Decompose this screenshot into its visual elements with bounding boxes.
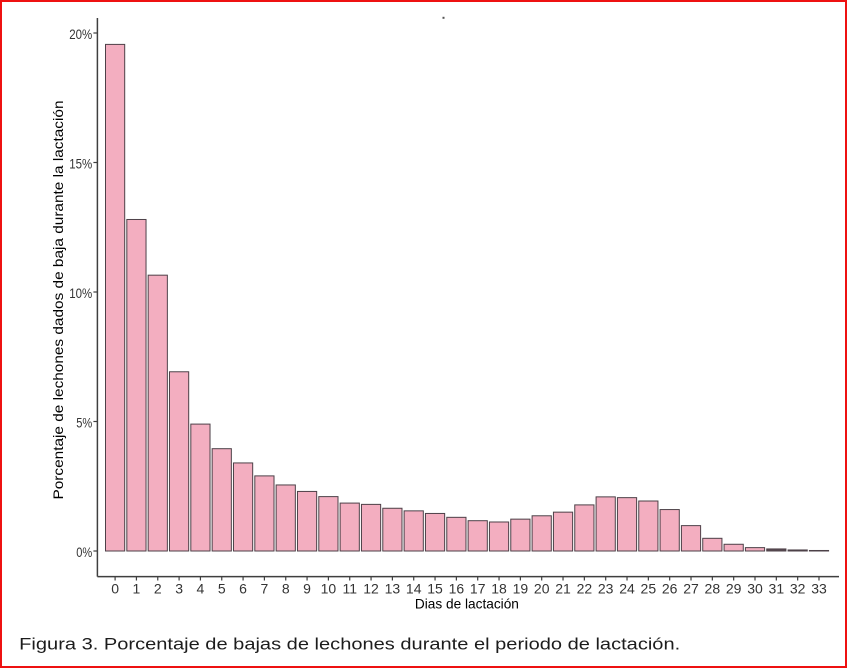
svg-text:27: 27 (683, 581, 699, 597)
svg-text:3: 3 (175, 581, 183, 597)
svg-text:15: 15 (427, 581, 443, 597)
svg-text:21: 21 (555, 581, 571, 597)
svg-text:23: 23 (598, 581, 614, 597)
svg-text:14: 14 (406, 581, 422, 597)
svg-text:8: 8 (282, 581, 290, 597)
svg-text:5: 5 (218, 581, 226, 597)
svg-text:19: 19 (513, 581, 529, 597)
svg-text:29: 29 (726, 581, 742, 597)
svg-text:18: 18 (491, 581, 507, 597)
svg-text:16: 16 (449, 581, 465, 597)
svg-text:26: 26 (662, 581, 678, 597)
svg-text:12: 12 (363, 581, 379, 597)
svg-text:6: 6 (239, 581, 247, 597)
svg-text:Figura 3. Porcentaje de bajas: Figura 3. Porcentaje de bajas de lechone… (19, 634, 680, 653)
svg-text:Dias de lactación: Dias de lactación (415, 596, 519, 612)
svg-text:31: 31 (769, 581, 785, 597)
svg-text:20: 20 (534, 581, 550, 597)
svg-text:7: 7 (261, 581, 269, 597)
svg-text:15%: 15% (69, 156, 92, 172)
svg-text:24: 24 (619, 581, 635, 597)
svg-text:5%: 5% (76, 415, 92, 431)
svg-text:20%: 20% (69, 26, 92, 42)
svg-text:1: 1 (133, 581, 141, 597)
svg-text:0%: 0% (76, 544, 92, 560)
svg-text:13: 13 (385, 581, 401, 597)
svg-text:10: 10 (321, 581, 337, 597)
svg-text:11: 11 (342, 581, 357, 597)
svg-text:22: 22 (577, 581, 593, 597)
svg-text:2: 2 (154, 581, 162, 597)
svg-text:10%: 10% (69, 285, 92, 301)
svg-text:0: 0 (111, 581, 119, 597)
svg-text:4: 4 (197, 581, 205, 597)
svg-text:17: 17 (470, 581, 486, 597)
svg-text:28: 28 (705, 581, 721, 597)
svg-text:33: 33 (811, 581, 827, 597)
svg-text:30: 30 (747, 581, 763, 597)
svg-text:25: 25 (641, 581, 657, 597)
svg-text:9: 9 (303, 581, 311, 597)
svg-text:32: 32 (790, 581, 806, 597)
svg-text:Porcentaje de lechones dados d: Porcentaje de lechones dados de baja dur… (50, 101, 66, 500)
